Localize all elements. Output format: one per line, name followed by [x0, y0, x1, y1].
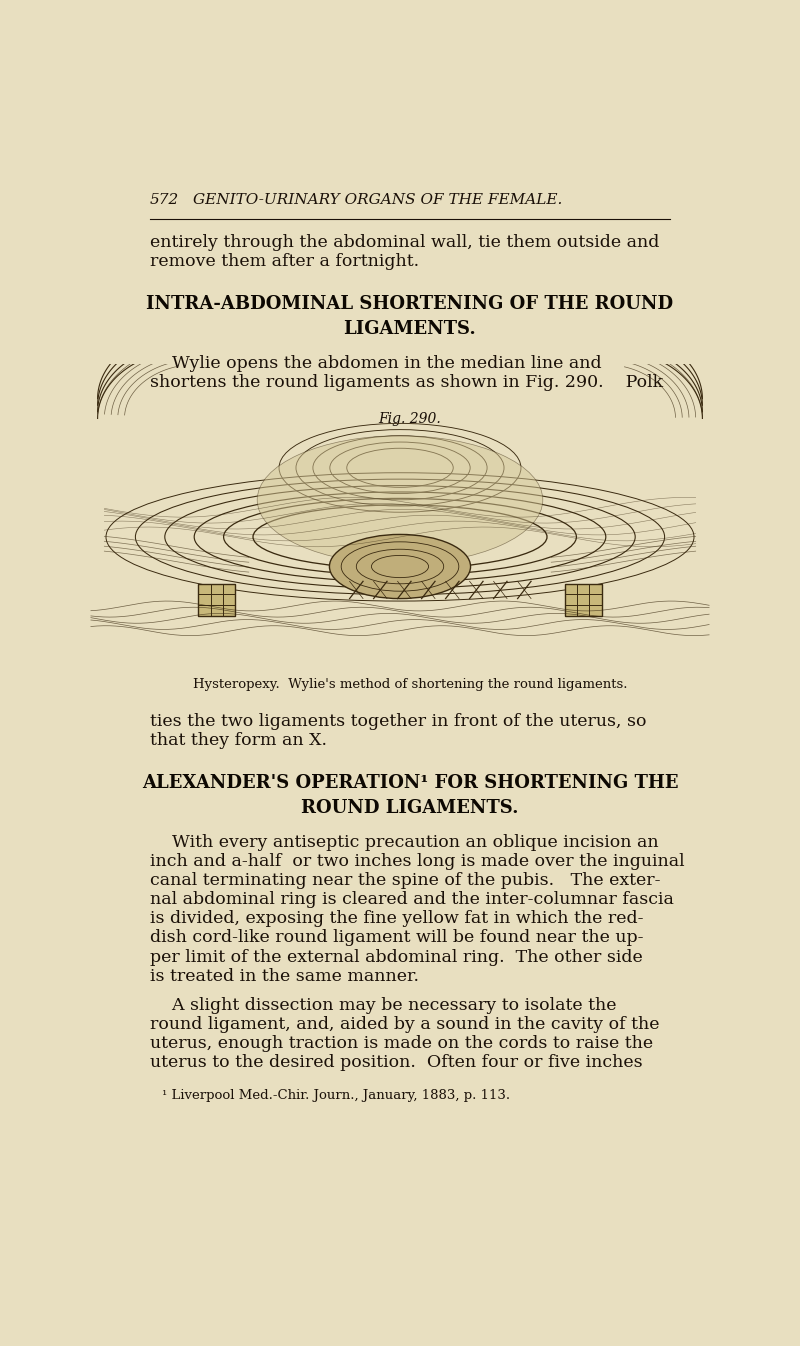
Text: round ligament, and, aided by a sound in the cavity of the: round ligament, and, aided by a sound in… [150, 1016, 659, 1032]
Text: LIGAMENTS.: LIGAMENTS. [344, 320, 476, 338]
Text: dish cord-like round ligament will be found near the up-: dish cord-like round ligament will be fo… [150, 929, 643, 946]
Text: GENITO-URINARY ORGANS OF THE FEMALE.: GENITO-URINARY ORGANS OF THE FEMALE. [193, 192, 562, 207]
Text: INTRA-ABDOMINAL SHORTENING OF THE ROUND: INTRA-ABDOMINAL SHORTENING OF THE ROUND [146, 295, 674, 314]
Ellipse shape [258, 436, 542, 564]
Text: entirely through the abdominal wall, tie them outside and: entirely through the abdominal wall, tie… [150, 234, 659, 252]
Text: nal abdominal ring is cleared and the inter-columnar fascia: nal abdominal ring is cleared and the in… [150, 891, 674, 909]
Text: ¹ Liverpool Med.-Chir. Journ., January, 1883, p. 113.: ¹ Liverpool Med.-Chir. Journ., January, … [162, 1089, 510, 1101]
FancyBboxPatch shape [565, 584, 602, 616]
Text: uterus, enough traction is made on the cords to raise the: uterus, enough traction is made on the c… [150, 1035, 653, 1051]
Text: 572: 572 [150, 192, 179, 207]
Text: canal terminating near the spine of the pubis.   The exter-: canal terminating near the spine of the … [150, 872, 660, 888]
Text: A slight dissection may be necessary to isolate the: A slight dissection may be necessary to … [150, 996, 616, 1014]
Text: Wylie opens the abdomen in the median line and: Wylie opens the abdomen in the median li… [150, 355, 602, 371]
Ellipse shape [330, 534, 470, 599]
Text: per limit of the external abdominal ring.  The other side: per limit of the external abdominal ring… [150, 949, 642, 965]
Text: uterus to the desired position.  Often four or five inches: uterus to the desired position. Often fo… [150, 1054, 642, 1071]
Text: is divided, exposing the fine yellow fat in which the red-: is divided, exposing the fine yellow fat… [150, 910, 643, 927]
Text: ALEXANDER'S OPERATION¹ FOR SHORTENING THE: ALEXANDER'S OPERATION¹ FOR SHORTENING TH… [142, 774, 678, 791]
Text: ties the two ligaments together in front of the uterus, so: ties the two ligaments together in front… [150, 713, 646, 730]
Text: Fig. 290.: Fig. 290. [378, 412, 442, 427]
Text: ROUND LIGAMENTS.: ROUND LIGAMENTS. [302, 800, 518, 817]
Text: Hysteropexy.  Wylie's method of shortening the round ligaments.: Hysteropexy. Wylie's method of shortenin… [193, 678, 627, 692]
Text: is treated in the same manner.: is treated in the same manner. [150, 968, 418, 985]
Text: inch and a-half  or two inches long is made over the inguinal: inch and a-half or two inches long is ma… [150, 853, 684, 870]
Text: that they form an X.: that they form an X. [150, 732, 326, 748]
Text: shortens the round ligaments as shown in Fig. 290.    Polk: shortens the round ligaments as shown in… [150, 374, 662, 392]
Text: remove them after a fortnight.: remove them after a fortnight. [150, 253, 418, 271]
Text: With every antiseptic precaution an oblique incision an: With every antiseptic precaution an obli… [150, 833, 658, 851]
FancyBboxPatch shape [198, 584, 235, 616]
